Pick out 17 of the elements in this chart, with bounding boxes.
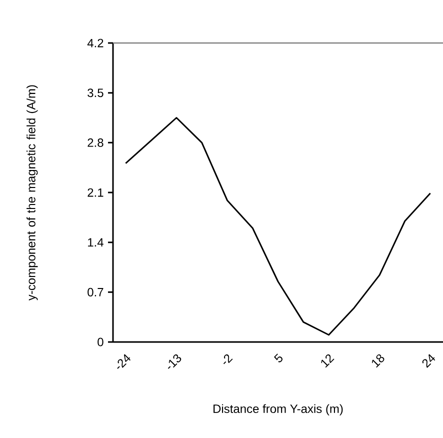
x-tick-label: 18 <box>372 354 384 368</box>
line-series <box>124 117 432 336</box>
y-tick-label: 4.2 <box>87 38 104 48</box>
y-tick-label: 2.8 <box>88 138 104 147</box>
x-tick-label: -24 <box>117 354 131 369</box>
x-tick-label: -13 <box>168 354 182 369</box>
y-tick-label: 0 <box>98 338 104 346</box>
y-tick-label: 2.1 <box>88 188 104 197</box>
x-tick-label: -2 <box>223 354 233 364</box>
x-tick-label: 12 <box>321 354 334 368</box>
x-axis-title: Distance from Y-axis (m) <box>214 404 343 416</box>
x-tick-label: 5 <box>274 354 282 362</box>
x-tick-label: 24 <box>422 354 436 368</box>
y-tick-label: 3.5 <box>88 88 104 98</box>
y-tick-label: 0.7 <box>88 288 104 296</box>
y-axis-title: y-component of the magnetic field (A/m) <box>26 85 38 301</box>
y-tick-label: 1.4 <box>88 238 104 246</box>
